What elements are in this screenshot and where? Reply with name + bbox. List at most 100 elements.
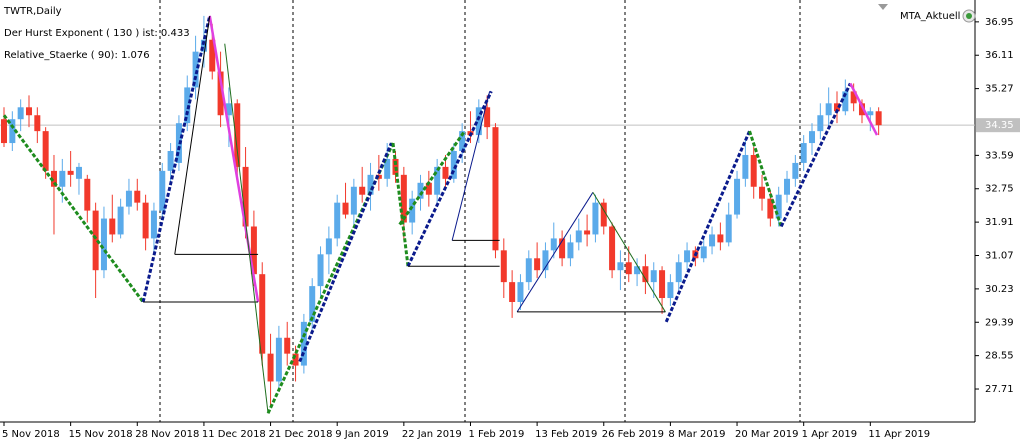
candle-body [400,174,407,223]
candle-body [525,258,532,283]
candle-body [100,218,107,271]
indicator-label: MTA_Aktuell [900,11,960,22]
candle-body [717,234,724,243]
candle-body [184,87,191,124]
y-tick-label: 30.23 [985,284,1014,295]
candle-body [759,186,766,199]
x-tick-label: 11 Dec 2018 [202,429,266,440]
candle-body [784,178,791,195]
candle-body [509,282,516,302]
candle-body [200,39,207,52]
overlay-line [298,142,393,363]
overlay-line [208,15,260,303]
candle-body [858,103,865,116]
candle-body [617,262,624,271]
candle-body [625,262,632,275]
candle-body [250,226,257,275]
candle-body [475,107,482,136]
annotation: Relative_Staerke ( 90): 1.076 [4,50,150,61]
candle-body [750,154,757,187]
candle-body [359,186,366,195]
candle-body [567,242,574,259]
overlay-line [664,130,751,323]
candle-body [242,166,249,227]
candle-body [109,218,116,235]
x-tick-label: 13 Feb 2019 [535,429,597,440]
candle-body [342,202,349,215]
x-tick-label: 20 Mar 2019 [735,429,798,440]
y-tick-label: 35.27 [985,84,1014,95]
overlay-line [406,90,493,267]
x-tick-label: 11 Apr 2019 [868,429,930,440]
candle-body [234,103,241,167]
overlay-line [398,130,466,226]
candle-body [209,39,216,72]
overlay-line [516,192,594,313]
candle-body [34,115,41,132]
candle-body [867,111,874,116]
candle-body [575,230,582,243]
candle-body [50,170,57,187]
candle-body [317,254,324,287]
candle-body [725,214,732,243]
candle-body [159,170,166,211]
candle-body [500,250,507,283]
candle-body [584,230,591,235]
candle-body [825,103,832,116]
candle-body [284,337,291,354]
candle-body [492,127,499,251]
candle-body [742,154,749,179]
candle-body [17,107,24,120]
x-tick-label: 8 Mar 2019 [668,429,725,440]
candle-body [417,182,424,199]
candle-body [167,150,174,171]
candle-body [809,131,816,144]
candle-body [442,166,449,179]
candle-body [275,337,282,382]
y-tick-label: 36.11 [985,50,1014,61]
candle-body [450,150,457,179]
current-price-label: 34.35 [985,120,1014,131]
candle-body [700,246,707,259]
candle-body [542,250,549,271]
candle-body [92,210,99,271]
x-tick-label: 9 Jan 2019 [335,429,389,440]
candle-body [684,250,691,263]
candle-body [309,286,316,322]
candle-body [25,107,32,116]
candle-body [192,51,199,88]
candle-body [842,91,849,112]
x-tick-label: 26 Feb 2019 [602,429,664,440]
candle-body [792,162,799,179]
candle-body [334,202,341,239]
current-price-box [976,118,1020,133]
candle-body [142,202,149,239]
candle-body [134,190,141,203]
x-tick-label: 1 Feb 2019 [468,429,524,440]
candle-body [817,115,824,132]
candle-body [517,282,524,302]
candle-body [67,170,74,175]
candle-body [592,202,599,235]
candle-body [534,258,541,271]
y-tick-label: 28.55 [985,351,1014,362]
candle-body [292,353,299,366]
indicator-icon-dot [966,13,972,19]
candle-body [42,131,49,171]
candle-body [850,91,857,104]
overlay-line [391,142,410,267]
candle-body [325,238,332,255]
candle-body [459,131,466,151]
candle-body [875,111,882,126]
candle-body [225,103,232,116]
period-separators [159,0,801,422]
candle-body [734,178,741,215]
candle-body [634,266,641,275]
candle-body [642,266,649,283]
candle-body [84,178,91,211]
x-tick-label: 5 Nov 2018 [2,429,60,440]
y-tick-label: 31.91 [985,217,1014,228]
x-tick-label: 1 Apr 2019 [802,429,857,440]
candle-body [125,190,132,207]
